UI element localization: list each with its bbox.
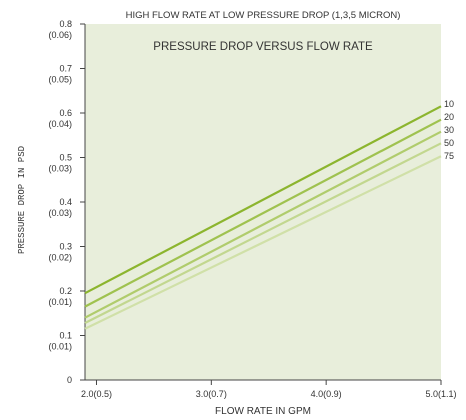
y-tick-sublabel: (0.04) xyxy=(48,119,72,129)
x-tick-label: 3.0(0.7) xyxy=(196,389,227,399)
legend-label: 50 xyxy=(444,138,454,148)
y-tick-label: 0.3 xyxy=(59,242,72,252)
legend: 10 20 30 50 75 xyxy=(444,99,454,161)
y-tick-label: 0.4 xyxy=(59,197,72,207)
x-tick-label: 4.0(0.9) xyxy=(311,389,342,399)
x-tick-label: 2.0(0.5) xyxy=(81,389,112,399)
y-axis-label: PRESSURE DROP IN PSD xyxy=(17,146,27,254)
chart-title: HIGH FLOW RATE AT LOW PRESSURE DROP (1,3… xyxy=(126,10,401,21)
y-tick-sublabel: (0.03) xyxy=(48,164,72,174)
legend-label: 20 xyxy=(444,112,454,122)
series-layer xyxy=(84,105,442,330)
y-tick-sublabel: (0.01) xyxy=(48,297,72,307)
series-line-75 xyxy=(84,155,442,330)
plot-area xyxy=(85,24,441,380)
y-tick-sublabel: (0.05) xyxy=(48,75,72,85)
y-tick-label: 0.1 xyxy=(59,331,72,341)
y-tick-sublabel: (0.06) xyxy=(48,30,72,40)
series-line-10 xyxy=(84,105,442,295)
y-tick-sublabel: (0.01) xyxy=(48,342,72,352)
y-tick-label: 0.5 xyxy=(59,153,72,163)
chart-subtitle: PRESSURE DROP VERSUS FLOW RATE xyxy=(153,41,373,53)
x-ticks: 2.0(0.5) 3.0(0.7) 4.0(0.9) 5.0(1.1) xyxy=(81,380,457,399)
series-line-30 xyxy=(84,130,442,319)
series-line-20 xyxy=(84,118,442,308)
y-tick-sublabel: (0.03) xyxy=(48,208,72,218)
y-tick-label: 0.2 xyxy=(59,286,72,296)
series-line-50 xyxy=(84,142,442,324)
x-axis-label: FLOW RATE IN GPM xyxy=(215,406,311,417)
legend-label: 30 xyxy=(444,125,454,135)
x-tick-label: 5.0(1.1) xyxy=(425,389,456,399)
y-tick-label: 0.6 xyxy=(59,108,72,118)
legend-label: 75 xyxy=(444,151,454,161)
y-tick-sublabel: (0.02) xyxy=(48,253,72,263)
y-tick-label: 0.7 xyxy=(59,64,72,74)
y-tick-label: 0 xyxy=(67,375,72,385)
y-ticks: 00.1(0.01)0.2(0.01)0.3(0.02)0.4(0.03)0.5… xyxy=(48,19,85,385)
legend-label: 10 xyxy=(444,99,454,109)
y-tick-label: 0.8 xyxy=(59,19,72,29)
